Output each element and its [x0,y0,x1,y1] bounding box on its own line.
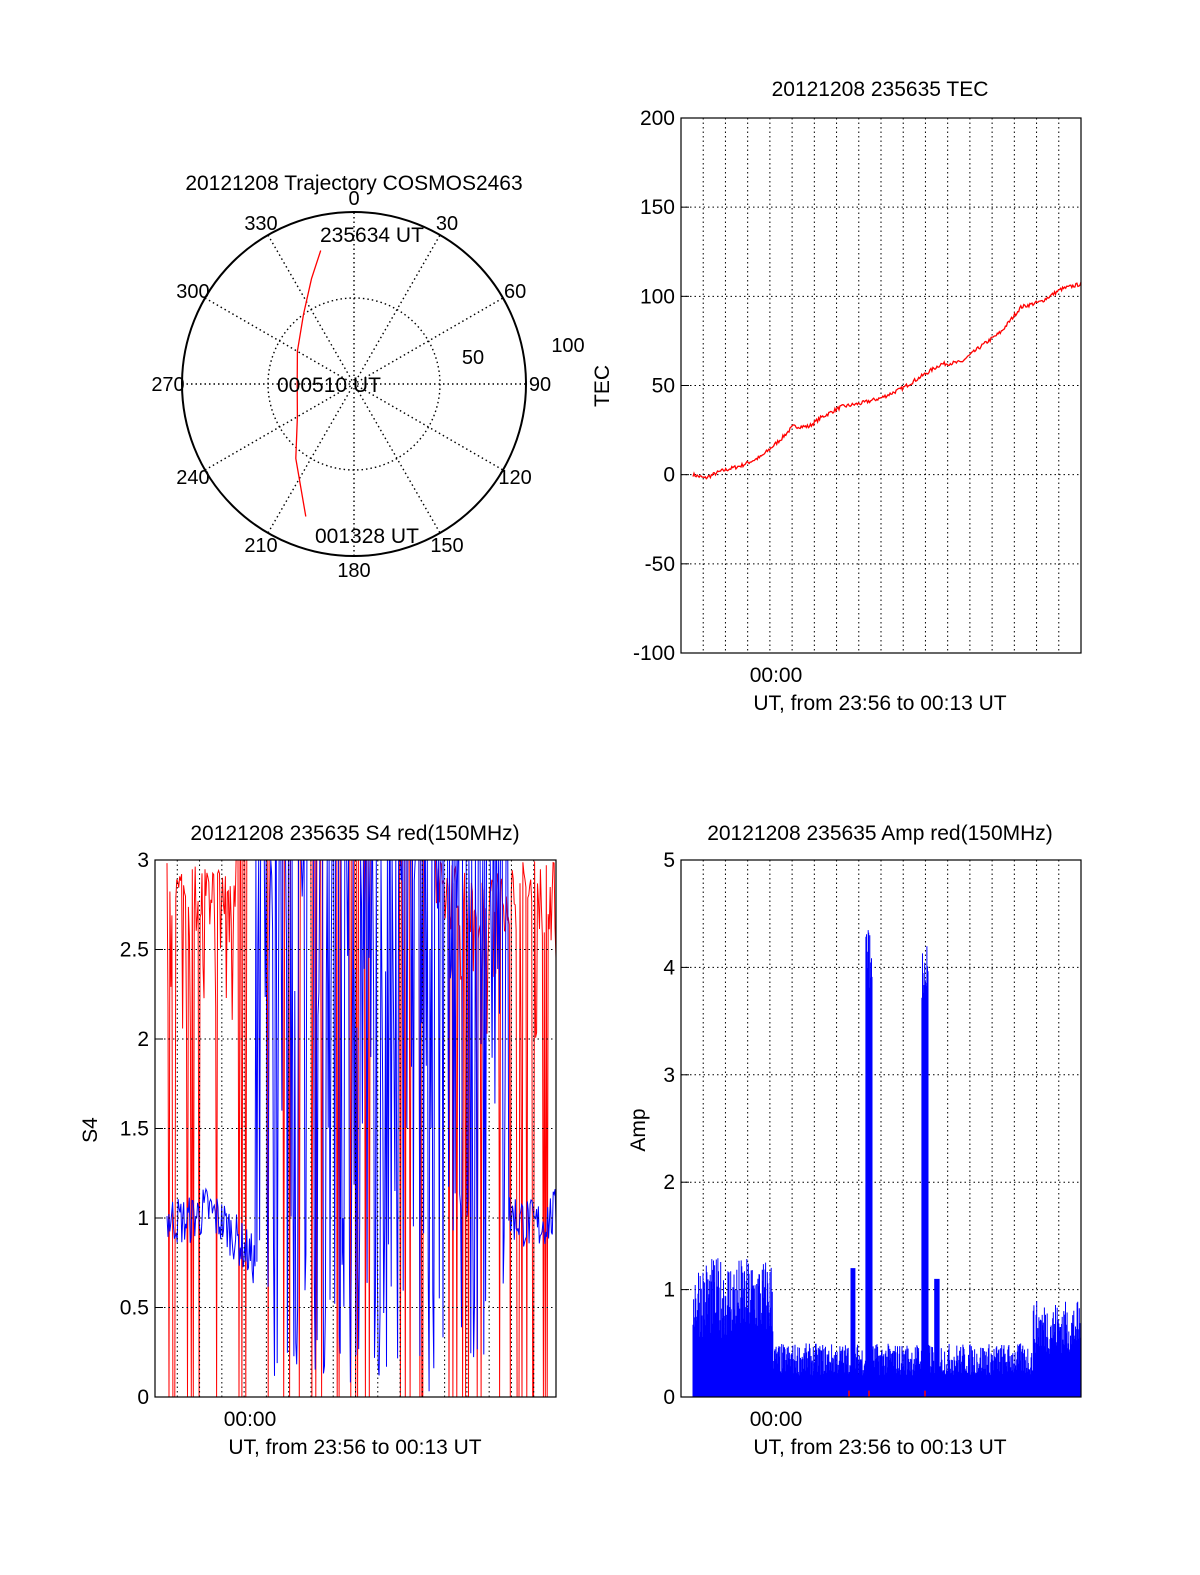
s4-y-tick-label: 0.5 [120,1297,149,1320]
amp-y-tick-label: 0 [663,1386,675,1409]
amp-grid [681,860,1081,1397]
polar-elev-label-50: 50 [462,347,484,369]
polar-azimuth-label: 30 [436,213,458,235]
tec-series-line [692,281,1082,480]
amp-panel: 20121208 235635 Amp red(150MHz) 0 1 2 3 4 5 0… [627,822,1082,1459]
tec-y-tick-labels: -100 -50 0 50 100 150 200 [633,107,689,665]
amp-title: 20121208 235635 Amp red(150MHz) [707,822,1053,845]
s4-y-tick-label: 3 [137,849,149,872]
s4-y-tick-label: 2.5 [120,939,149,962]
tec-y-tick-label: 0 [663,464,675,487]
amp-y-axis-label: Amp [627,1108,650,1151]
polar-azimuth-label: 0 [348,188,359,210]
s4-grid [155,860,556,1397]
polar-title: 20121208 Trajectory COSMOS2463 [185,172,522,195]
amp-x-axis-label: UT, from 23:56 to 00:13 UT [753,1436,1006,1459]
amp-y-tick-label: 4 [663,956,675,979]
polar-azimuth-label: 90 [529,374,551,396]
amp-y-tick-label: 2 [663,1171,675,1194]
polar-elev-label-100: 100 [551,335,584,357]
polar-annotation-end: 001328 UT [315,525,419,548]
tec-y-tick-label: 50 [652,375,675,398]
amp-y-tick-label: 1 [663,1279,675,1302]
s4-y-tick-labels: 0 0.5 1 1.5 2 2.5 3 [120,849,163,1409]
tec-y-axis-label: TEC [591,365,614,407]
amp-y-tick-labels: 0 1 2 3 4 5 [663,849,689,1409]
tec-x-axis-label: UT, from 23:56 to 00:13 UT [753,692,1006,715]
polar-azimuth-label: 270 [151,374,184,396]
polar-outer-circle [181,211,527,557]
amp-blue-series [692,930,1082,1397]
amp-red-series [848,1390,926,1397]
polar-panel: 20121208 Trajectory COSMOS2463 0 30 60 90 12… [151,172,584,582]
s4-y-tick-label: 1.5 [120,1118,149,1141]
s4-y-axis-label: S4 [79,1117,102,1143]
s4-blue-series [166,859,557,1392]
tec-plot-frame [680,117,1082,654]
tec-title: 20121208 235635 TEC [772,78,989,101]
polar-azimuth-label: 330 [244,213,277,235]
polar-azimuth-label: 150 [430,535,463,557]
polar-azimuth-label: 240 [176,467,209,489]
s4-title: 20121208 235635 S4 red(150MHz) [190,822,519,845]
tec-y-tick-label: 200 [640,107,675,130]
tec-grid [681,118,1081,653]
polar-annotation-mid: 000510 UT [277,374,381,397]
tec-y-tick-label: 100 [640,285,675,308]
tec-y-tick-label: -50 [645,553,675,576]
polar-azimuth-label: 210 [244,535,277,557]
tec-x-tick-label: 00:00 [750,664,803,687]
tec-panel: 20121208 235635 TEC -100-50050100150200 … [591,78,1082,715]
s4-y-tick-label: 1 [137,1207,149,1230]
amp-y-tick-label: 3 [663,1064,675,1087]
polar-azimuth-label: 180 [337,560,370,582]
polar-azimuth-label: 300 [176,281,209,303]
s4-y-tick-label: 0 [137,1386,149,1409]
polar-grid [182,212,526,556]
tec-y-tick-label: -100 [633,642,675,665]
s4-x-tick-label: 00:00 [224,1408,277,1431]
polar-trajectory-line [295,250,322,517]
polar-azimuth-label: 120 [498,467,531,489]
amp-data-group [692,930,1082,1397]
polar-annotation-start: 235634 UT [320,224,424,247]
amp-plot-frame [680,859,1082,1398]
polar-azimuth-labels: 0 30 60 90 120 150 180 210 240 270 300 330 [151,188,551,582]
amp-y-tick-label: 5 [663,849,675,872]
tec-y-tick-label: 150 [640,196,675,219]
s4-x-axis-label: UT, from 23:56 to 00:13 UT [228,1436,481,1459]
polar-azimuth-label: 60 [504,281,526,303]
s4-y-tick-label: 2 [137,1028,149,1051]
s4-panel: 20121208 235635 S4 red(150MHz) 0 0.5 1 1.5 2… [79,822,557,1459]
amp-x-tick-label: 00:00 [750,1408,803,1431]
polar-spoke [267,234,441,534]
s4-plot-frame [154,859,557,1398]
